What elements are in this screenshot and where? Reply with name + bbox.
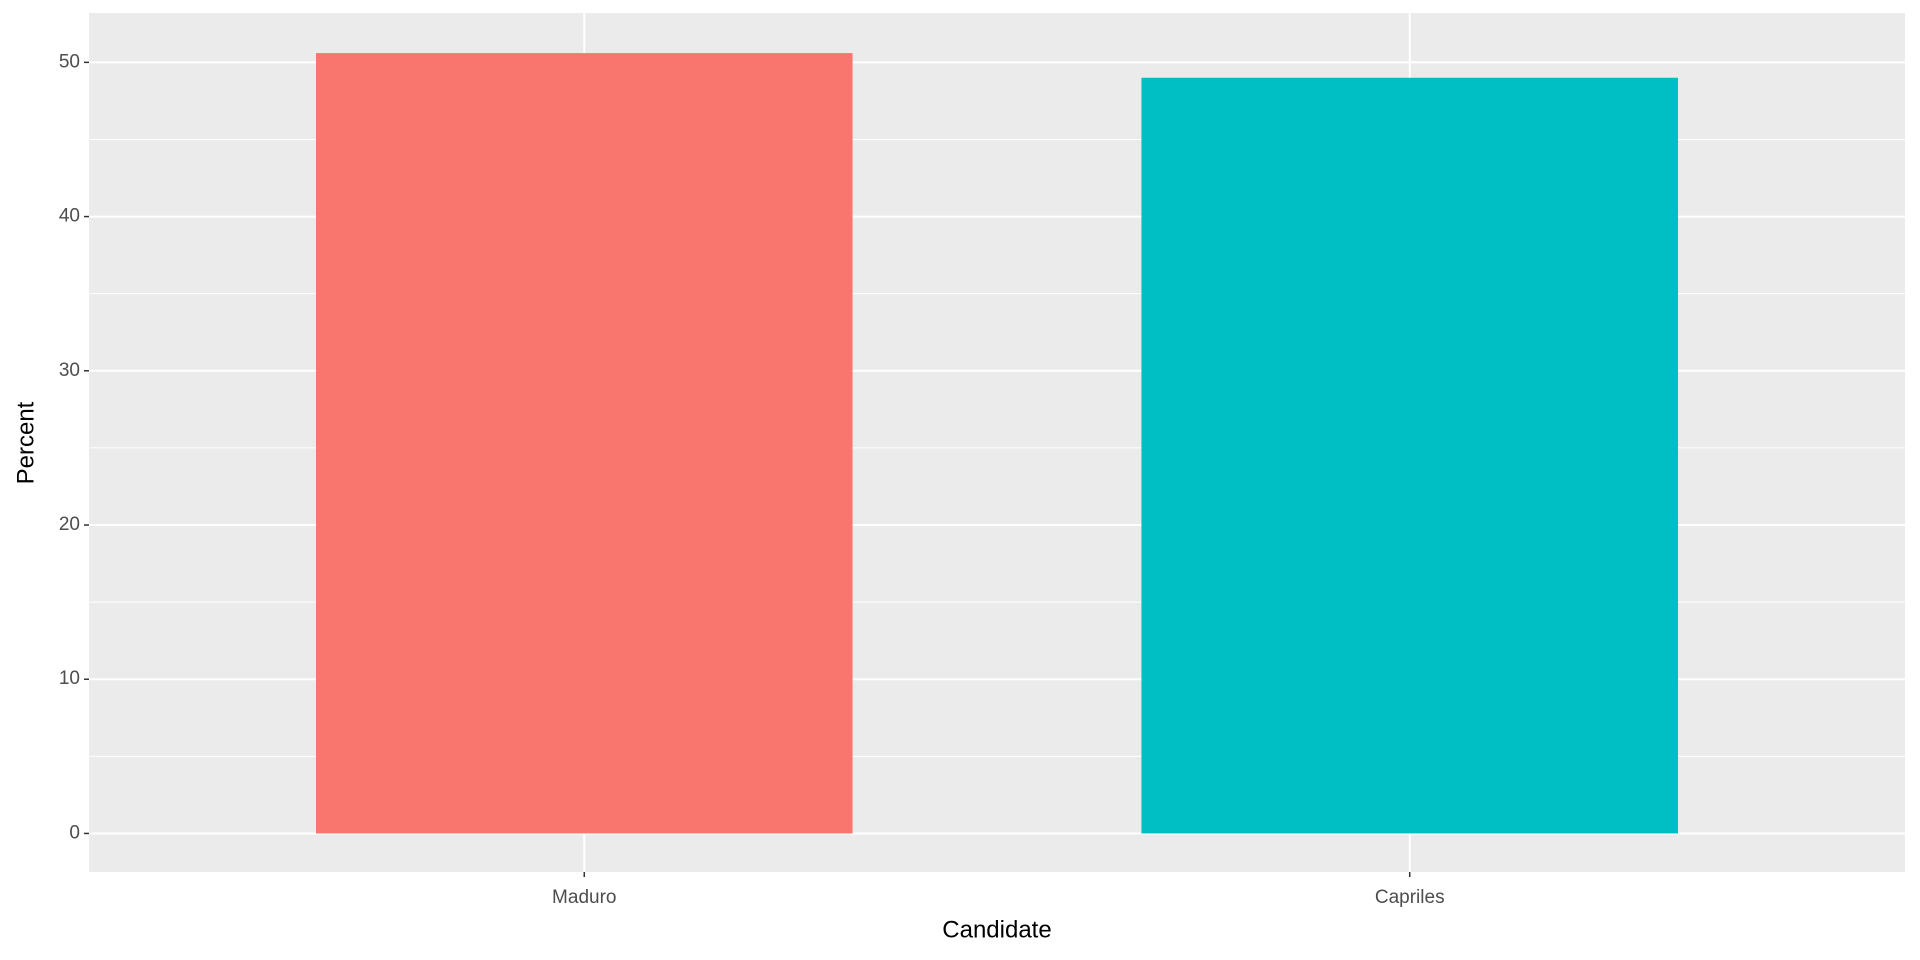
y-tick-label: 10	[59, 668, 80, 689]
bar	[316, 53, 853, 834]
bar	[1141, 77, 1678, 834]
x-axis-title: Candidate	[942, 916, 1051, 943]
y-tick-label: 20	[59, 514, 80, 535]
x-tick-label: Capriles	[1375, 887, 1445, 908]
x-tick-label: Maduro	[552, 887, 616, 908]
y-tick-label: 30	[59, 360, 80, 381]
y-tick-label: 50	[59, 51, 80, 72]
y-axis-title: Percent	[12, 401, 39, 484]
y-tick-label: 40	[59, 206, 80, 227]
y-tick-label: 0	[69, 822, 80, 843]
marks	[316, 53, 1678, 834]
